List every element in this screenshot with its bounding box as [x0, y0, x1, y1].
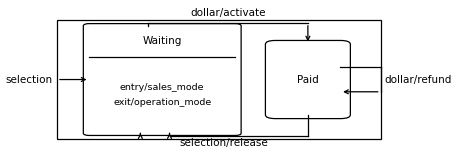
FancyBboxPatch shape	[83, 24, 241, 135]
Text: Waiting: Waiting	[142, 36, 182, 46]
Text: dollar/refund: dollar/refund	[385, 75, 452, 85]
FancyBboxPatch shape	[265, 40, 350, 119]
Text: exit/operation_mode: exit/operation_mode	[113, 98, 211, 107]
Bar	[57, 20, 381, 139]
Text: dollar/activate: dollar/activate	[190, 8, 266, 18]
Text: selection/release: selection/release	[180, 138, 268, 148]
Text: Paid: Paid	[297, 75, 319, 85]
Text: selection: selection	[6, 75, 53, 85]
Text: entry/sales_mode: entry/sales_mode	[120, 83, 204, 92]
